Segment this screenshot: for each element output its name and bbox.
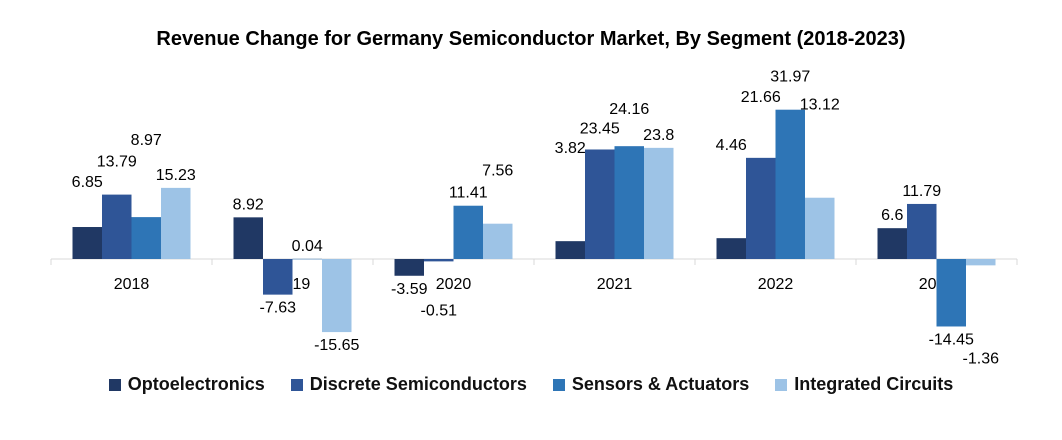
legend-label: Integrated Circuits (794, 374, 954, 394)
legend-swatch (775, 378, 788, 391)
x-tick-label: 2022 (758, 276, 794, 293)
bar (263, 259, 293, 295)
legend-swatch (552, 378, 565, 391)
bar (394, 259, 424, 276)
bar (72, 227, 102, 259)
data-label: -0.51 (421, 302, 458, 319)
bar (716, 238, 746, 259)
legend: Optoelectronics Discrete Semiconductors Se… (0, 374, 1062, 395)
data-label: -15.65 (314, 337, 359, 354)
chart-title: Revenue Change for Germany Semiconductor… (156, 28, 906, 50)
data-label: 23.45 (580, 120, 620, 137)
data-label: 6.85 (72, 174, 103, 191)
bar (322, 259, 352, 333)
bar (805, 197, 835, 259)
bar (453, 205, 483, 259)
x-tick-label: 2020 (436, 276, 472, 293)
bar (555, 241, 585, 259)
data-label: 8.97 (131, 132, 162, 149)
bar (585, 149, 615, 259)
x-tick-label: 2018 (114, 276, 150, 293)
data-label: 23.8 (643, 127, 674, 144)
bar (292, 258, 322, 260)
legend-label: Optoelectronics (127, 374, 265, 394)
data-label: 24.16 (609, 101, 649, 118)
legend-item: Optoelectronics (108, 374, 265, 395)
data-label: 7.56 (482, 163, 513, 180)
data-label: 15.23 (156, 167, 196, 184)
data-label: 3.82 (555, 140, 586, 157)
x-tick-label: 2021 (597, 276, 633, 293)
bar (614, 146, 644, 259)
bar (936, 259, 966, 327)
bar (102, 194, 132, 259)
bar (877, 228, 907, 259)
legend-label: Discrete Semiconductors (309, 374, 527, 394)
data-label: 11.41 (449, 185, 488, 202)
data-label: 0.04 (292, 238, 323, 255)
data-label: 21.66 (741, 89, 781, 106)
data-label: 13.12 (800, 97, 840, 114)
bar (966, 259, 996, 266)
data-label: 11.79 (902, 183, 941, 200)
legend-item: Sensors & Actuators (552, 374, 750, 395)
legend-label: Sensors & Actuators (571, 374, 750, 394)
data-label: -14.45 (929, 331, 974, 348)
bar (644, 147, 674, 259)
bar (161, 187, 191, 259)
bar (775, 109, 805, 259)
data-label: 4.46 (716, 137, 747, 154)
legend-item: Discrete Semiconductors (290, 374, 527, 395)
data-label: 13.79 (97, 154, 137, 171)
data-label: 8.92 (233, 196, 264, 213)
bar (131, 217, 161, 259)
data-label: -3.59 (391, 281, 428, 298)
legend-item: Integrated Circuits (775, 374, 953, 395)
legend-swatch (290, 378, 303, 391)
data-label: -7.63 (260, 300, 297, 317)
data-label: 6.6 (881, 207, 903, 224)
bar (907, 203, 937, 259)
bar (483, 223, 513, 259)
bar (233, 217, 263, 259)
bar (746, 157, 776, 259)
legend-swatch (108, 378, 121, 391)
data-label: 31.97 (770, 69, 810, 86)
bar (424, 259, 454, 262)
data-label: -1.36 (963, 350, 1000, 367)
